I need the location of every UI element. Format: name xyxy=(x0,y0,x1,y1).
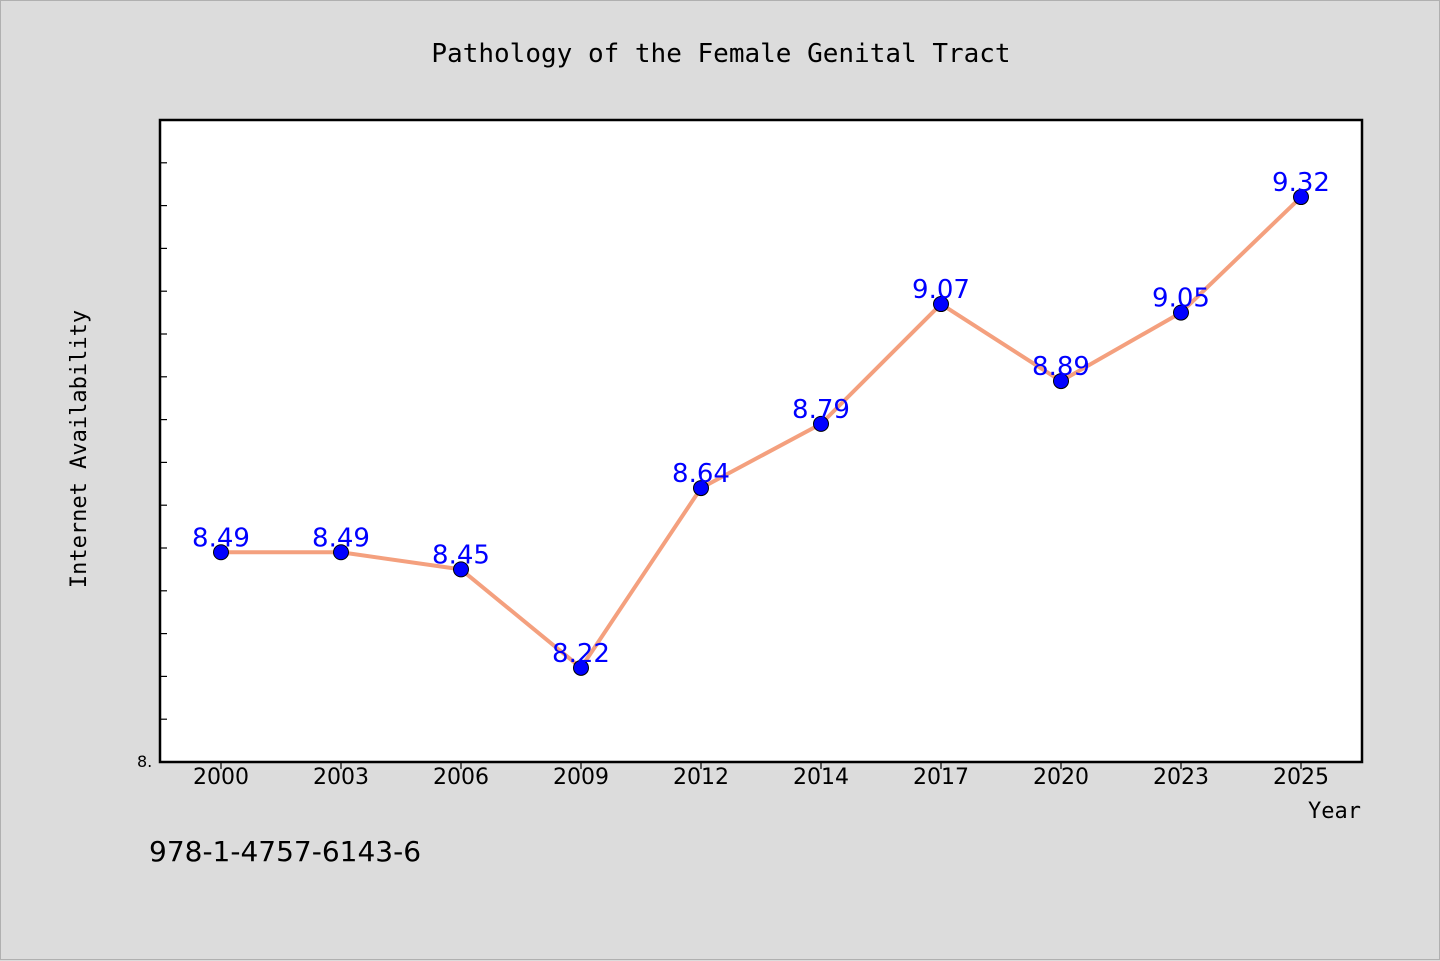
x-axis-tick-labels: 2000 2003 2006 2009 2012 2014 2017 2020 2023 2025 xyxy=(193,765,1329,790)
data-point-marker xyxy=(813,415,829,432)
x-tick-label: 2014 xyxy=(793,765,849,790)
series-line xyxy=(219,195,1303,670)
x-tick-label: 2006 xyxy=(433,765,489,790)
data-labels: 8.49 8.49 8.45 8.22 8.64 8.79 9.07 8.89 9.05 9.32 xyxy=(192,168,1330,669)
x-tick-label: 2020 xyxy=(1033,765,1089,790)
series-markers xyxy=(213,189,1309,676)
data-label: 8.89 xyxy=(1032,352,1090,382)
data-label: 8.49 xyxy=(312,523,370,553)
x-tick-label: 2017 xyxy=(913,765,969,790)
data-label: 8.22 xyxy=(552,639,610,669)
data-label: 8.64 xyxy=(672,459,730,489)
data-point-marker xyxy=(693,480,709,497)
isbn-code: 978-1-4757-6143-6 xyxy=(149,835,422,868)
data-point-marker xyxy=(1173,304,1189,321)
x-tick-label: 2000 xyxy=(193,765,249,790)
x-axis-label: Year xyxy=(1308,799,1361,824)
x-tick-label: 2009 xyxy=(553,765,609,790)
data-point-marker xyxy=(933,296,949,313)
y-axis-ticks xyxy=(160,162,167,720)
data-label: 8.79 xyxy=(792,395,850,425)
data-label: 8.45 xyxy=(432,540,490,570)
y-axis-min-label: 8. xyxy=(137,752,152,771)
data-label: 9.05 xyxy=(1152,284,1210,314)
x-tick-label: 2025 xyxy=(1273,765,1329,790)
data-label: 8.49 xyxy=(192,523,250,553)
data-point-marker xyxy=(1293,189,1309,206)
y-axis-label: Internet Availability xyxy=(67,310,92,588)
data-point-marker xyxy=(213,544,229,561)
x-tick-label: 2023 xyxy=(1153,765,1209,790)
data-point-marker xyxy=(333,544,349,561)
data-label: 9.32 xyxy=(1272,168,1330,198)
chart-title: Pathology of the Female Genital Tract xyxy=(431,39,1010,69)
data-label: 9.07 xyxy=(912,275,970,305)
data-point-marker xyxy=(1053,373,1069,390)
plot-area xyxy=(158,118,1364,764)
data-point-marker xyxy=(573,659,589,676)
x-axis-ticks xyxy=(220,762,1302,769)
data-point-marker xyxy=(453,561,469,578)
x-tick-label: 2012 xyxy=(673,765,729,790)
x-tick-label: 2003 xyxy=(313,765,369,790)
